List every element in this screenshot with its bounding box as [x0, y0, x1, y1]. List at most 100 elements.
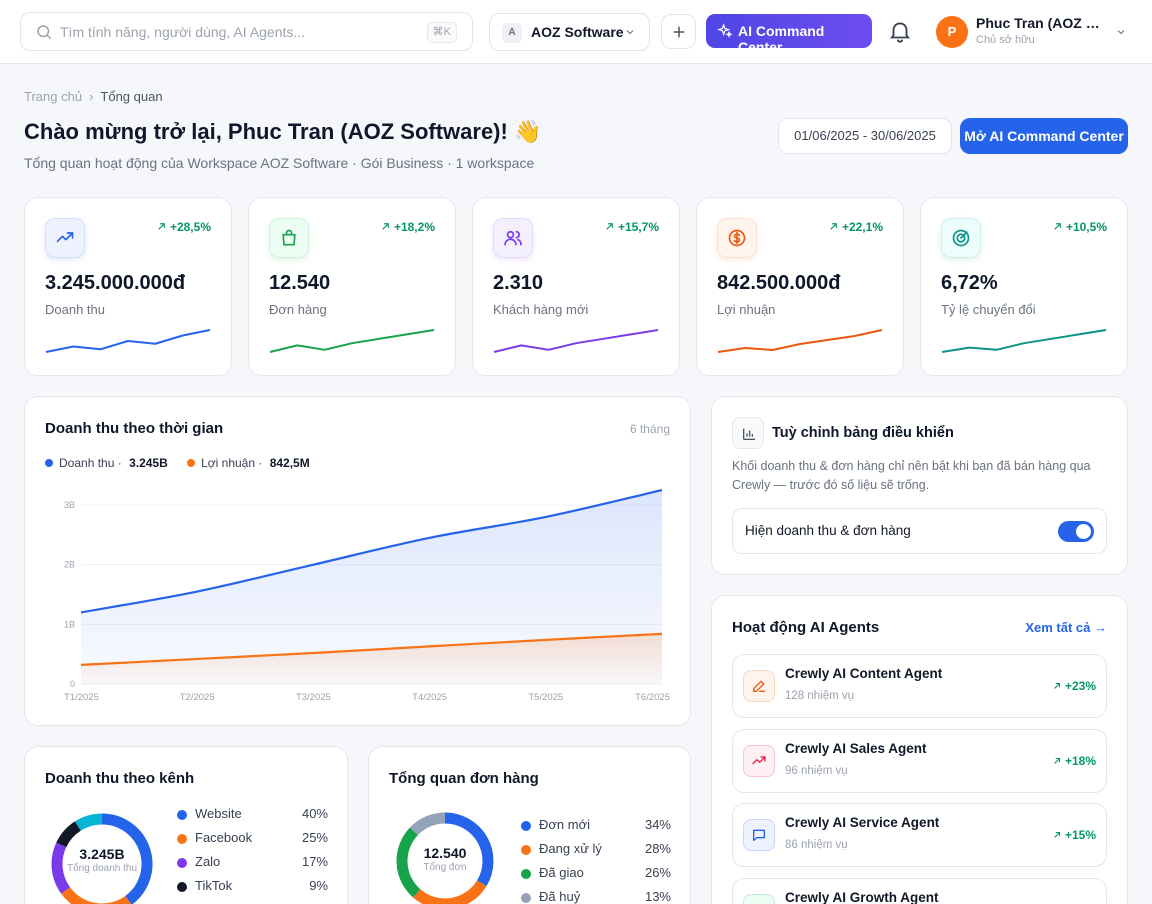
- legend-percent: 26%: [644, 865, 671, 880]
- donut-slice-đã-giao[interactable]: [396, 827, 421, 898]
- sparkles-icon: [717, 23, 733, 38]
- legend-row[interactable]: Đơn mới 34%: [521, 817, 671, 841]
- breadcrumb: Trang chủ › Tổng quan: [24, 89, 163, 104]
- page-subtitle: Tổng quan hoạt động của Workspace AOZ So…: [24, 155, 535, 171]
- agent-item[interactable]: Crewly AI Service Agent 86 nhiệm vụ +15%: [732, 803, 1107, 867]
- kpi-card-4[interactable]: +22,1% 842.500.000đ Lợi nhuận: [696, 197, 904, 376]
- sparkline-path: [717, 329, 883, 353]
- agent-name: Crewly AI Growth Agent: [785, 889, 939, 904]
- donut-slice-đang-xử-lý[interactable]: [413, 880, 487, 904]
- orders-donut-chart: [396, 812, 494, 904]
- show-revenue-toggle-row[interactable]: Hiện doanh thu & đơn hàng: [732, 508, 1107, 554]
- donut-slice-zalo[interactable]: [51, 842, 71, 894]
- legend-row[interactable]: Đã giao 26%: [521, 865, 671, 889]
- donut-slice-tiktok[interactable]: [56, 821, 82, 848]
- legend-name: Website: [195, 806, 242, 821]
- agent-tasks: 86 nhiệm vụ: [785, 839, 848, 851]
- search-placeholder: Tìm tính năng, người dùng, AI Agents...: [60, 24, 306, 40]
- y-tick-label: 2B: [64, 560, 75, 570]
- kpi-value: 2.310: [493, 272, 544, 294]
- agent-item[interactable]: Crewly AI Growth Agent: [732, 877, 1107, 904]
- customize-title: Tuỳ chỉnh bảng điều khiển: [772, 425, 954, 441]
- toggle-knob: [1076, 524, 1091, 539]
- legend-percent: 25%: [301, 830, 328, 845]
- legend-percent: 9%: [309, 878, 328, 893]
- x-tick-label: T6/2025: [635, 692, 670, 703]
- revenue-chart-card: Doanh thu theo thời gian 6 tháng Doanh t…: [24, 396, 691, 726]
- agent-item[interactable]: Crewly AI Sales Agent 96 nhiệm vụ +18%: [732, 728, 1107, 793]
- date-range-picker[interactable]: 01/06/2025 - 30/06/2025: [778, 118, 952, 154]
- breadcrumb-home[interactable]: Trang chủ: [24, 89, 83, 104]
- legend-row[interactable]: Zalo 17%: [177, 854, 328, 878]
- revenue-area-chart: 0 1B 2B 3B T1/2025 T2/2025 T3/2025 T4/2025 T5/20…: [64, 489, 670, 703]
- customize-description: Khối doanh thu & đơn hàng chỉ nên bật kh…: [732, 459, 1091, 492]
- legend-name: Đơn mới: [539, 817, 590, 832]
- users-icon: [504, 230, 522, 246]
- legend-name: Facebook: [195, 830, 253, 845]
- legend-dot: [521, 893, 531, 903]
- show-revenue-toggle[interactable]: [1058, 521, 1094, 542]
- chart-legend: Doanh thu · 3.245B Lợi nhuận · 842,5M: [45, 456, 326, 470]
- agent-item[interactable]: Crewly AI Content Agent 128 nhiệm vụ +23…: [732, 654, 1107, 718]
- donut-slice-facebook[interactable]: [61, 887, 132, 904]
- kpi-value: 842.500.000đ: [717, 272, 841, 294]
- user-name[interactable]: Phuc Tran (AOZ Software): [976, 15, 1108, 31]
- x-tick-label: T5/2025: [528, 692, 563, 703]
- x-tick-label: T2/2025: [180, 692, 215, 703]
- trending-up-icon: [56, 232, 74, 243]
- revenue-chart-period[interactable]: 6 tháng: [629, 422, 670, 436]
- kpi-delta: +15,7%: [604, 220, 659, 234]
- kpi-value: 12.540: [269, 272, 331, 294]
- dollar-icon: [728, 229, 746, 247]
- kpi-icon-box: [493, 218, 533, 258]
- sparkline-path: [45, 329, 211, 353]
- kpi-card-3[interactable]: +15,7% 2.310 Khách hàng mới: [472, 197, 680, 376]
- bar-chart-icon: [732, 417, 764, 449]
- avatar[interactable]: P: [936, 16, 968, 48]
- toggle-label: Hiện doanh thu & đơn hàng: [745, 523, 911, 538]
- x-tick-label: T4/2025: [412, 692, 447, 703]
- kpi-delta: +18,2%: [380, 220, 435, 234]
- add-button[interactable]: [661, 14, 696, 49]
- x-tick-label: T1/2025: [64, 692, 99, 703]
- bell-icon[interactable]: [887, 18, 913, 44]
- legend-item-profit[interactable]: Lợi nhuận · 842,5M: [187, 456, 326, 470]
- kpi-label: Doanh thu: [45, 302, 105, 317]
- search-shortcut: ⌘K: [426, 22, 457, 43]
- donut-slice-website[interactable]: [101, 813, 153, 904]
- donut-slice-đã-huỷ[interactable]: [409, 812, 446, 836]
- workspace-switcher[interactable]: A AOZ Software: [489, 13, 650, 51]
- top-bar: Tìm tính năng, người dùng, AI Agents... …: [0, 0, 1152, 64]
- chevron-down-icon[interactable]: [1115, 26, 1127, 38]
- kpi-sparkline: [269, 329, 435, 353]
- orders-card-title: Tổng quan đơn hàng: [389, 770, 539, 787]
- legend-row[interactable]: Website 40%: [177, 806, 328, 830]
- series-area-profit: [81, 633, 662, 684]
- kpi-card-5[interactable]: +10,5% 6,72% Tỷ lệ chuyển đổi: [920, 197, 1128, 376]
- open-ai-command-center-button[interactable]: Mở AI Command Center: [960, 118, 1128, 154]
- ai-command-center-button[interactable]: AI Command Center: [706, 14, 872, 55]
- channel-donut-chart: [51, 813, 153, 904]
- legend-name: Đang xử lý: [539, 841, 602, 856]
- kpi-delta: +28,5%: [156, 220, 211, 234]
- ai-agents-title: Hoạt động AI Agents: [732, 619, 880, 636]
- legend-dot: [187, 459, 196, 467]
- legend-row[interactable]: Đang xử lý 28%: [521, 841, 671, 865]
- search-input[interactable]: Tìm tính năng, người dùng, AI Agents... …: [20, 12, 473, 51]
- agent-icon-box: [743, 670, 775, 702]
- kpi-label: Khách hàng mới: [493, 302, 589, 317]
- legend-item-revenue[interactable]: Doanh thu · 3.245B: [45, 456, 184, 470]
- kpi-icon-box: [45, 218, 85, 258]
- legend-row[interactable]: Đã huỷ 13%: [521, 889, 671, 904]
- see-all-link[interactable]: Xem tất cả →: [1025, 620, 1107, 635]
- legend-row[interactable]: TikTok 9%: [177, 878, 328, 902]
- legend-row[interactable]: Facebook 25%: [177, 830, 328, 854]
- chat-icon: [753, 829, 765, 841]
- page-title: Chào mừng trở lại, Phuc Tran (AOZ Softwa…: [24, 119, 542, 144]
- kpi-card-2[interactable]: +18,2% 12.540 Đơn hàng: [248, 197, 456, 376]
- plus-icon: [673, 26, 685, 38]
- donut-slice-other[interactable]: [74, 813, 103, 831]
- kpi-card-1[interactable]: +28,5% 3.245.000.000đ Doanh thu: [24, 197, 232, 376]
- orders-total-value: 12.540: [423, 845, 467, 861]
- donut-slice-đơn-mới[interactable]: [444, 812, 494, 887]
